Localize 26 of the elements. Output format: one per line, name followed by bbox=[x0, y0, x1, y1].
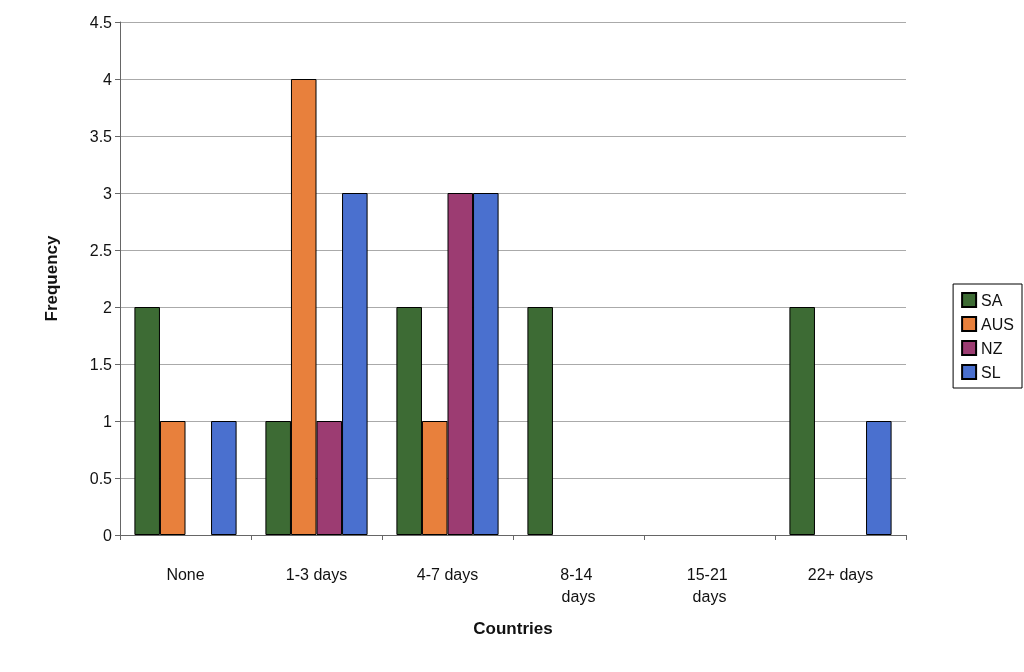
y-axis-title: Frequency bbox=[42, 234, 61, 322]
legend-label: SA bbox=[981, 291, 1003, 309]
y-tick-label: 0.5 bbox=[89, 469, 113, 487]
bar bbox=[211, 421, 237, 535]
legend-label: AUS bbox=[981, 315, 1015, 333]
x-tick-label: 4-7 days bbox=[416, 565, 479, 583]
y-tick-label: 3.5 bbox=[89, 127, 113, 145]
x-tick-label: None bbox=[166, 565, 205, 583]
bar bbox=[527, 307, 553, 535]
x-tick-label: 15-21 days bbox=[686, 565, 733, 605]
x-axis-title: Countries bbox=[473, 619, 553, 638]
x-tick-label: 1-3 days bbox=[285, 565, 348, 583]
legend-label: SL bbox=[981, 363, 1001, 381]
y-tick-label: 2 bbox=[103, 298, 113, 316]
y-tick-label: 1.5 bbox=[89, 355, 113, 373]
y-tick-label: 0 bbox=[103, 526, 113, 544]
bar bbox=[866, 421, 892, 535]
y-tick-label: 4.5 bbox=[89, 13, 113, 31]
y-tick-label: 4 bbox=[103, 70, 113, 88]
legend-label: NZ bbox=[981, 339, 1003, 357]
x-tick-label: 8-14 days bbox=[560, 565, 597, 605]
y-tick-label: 3 bbox=[103, 184, 113, 202]
y-tick-label: 2.5 bbox=[89, 241, 113, 259]
y-tick-label: 1 bbox=[103, 412, 113, 430]
bar bbox=[789, 307, 815, 535]
x-tick-label: 22+ days bbox=[807, 565, 874, 583]
